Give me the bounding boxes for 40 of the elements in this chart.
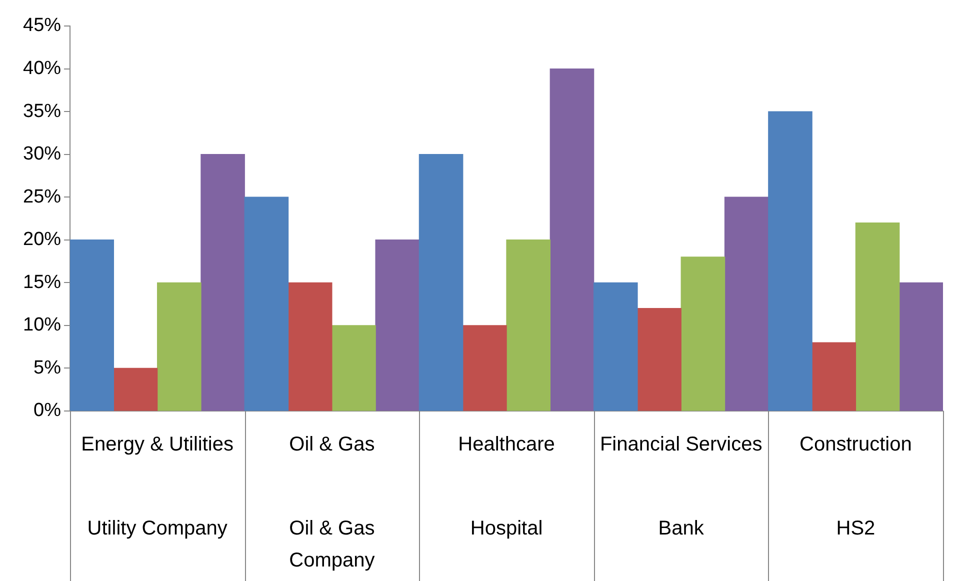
bar <box>812 342 856 411</box>
y-tick-label: 10% <box>22 314 62 336</box>
bar <box>375 240 420 411</box>
text: Utility Company <box>87 518 228 540</box>
text: Bank <box>658 518 705 540</box>
bar <box>855 222 900 411</box>
bar <box>768 111 812 411</box>
y-tick-label: 25% <box>22 186 62 208</box>
y-tick-label: 40% <box>22 58 62 80</box>
x-tick-label: Construction <box>800 434 912 456</box>
bar <box>244 196 289 411</box>
y-tick-label: 15% <box>22 272 62 293</box>
bar <box>462 325 507 411</box>
bar <box>899 282 943 411</box>
x-tick-label: Healthcare <box>458 434 555 456</box>
y-tick-label: 35% <box>22 100 62 122</box>
bar <box>332 325 376 411</box>
bar <box>418 154 464 411</box>
bar <box>680 256 726 411</box>
bar <box>506 240 550 411</box>
text: Oil & Gas Company <box>289 518 375 572</box>
y-tick-label: 45% <box>22 15 62 36</box>
bar <box>550 68 594 411</box>
x-tick-label: Financial Services <box>600 434 762 456</box>
bar <box>637 308 682 411</box>
y-tick-label: 30% <box>22 144 62 165</box>
x-tick-label: Energy & Utilities <box>81 434 234 456</box>
bar <box>593 282 638 411</box>
y-tick-label: 0% <box>34 400 62 422</box>
bar <box>156 282 202 411</box>
x-tick-label: Oil & Gas <box>289 434 375 456</box>
text: Hospital <box>470 518 543 540</box>
text: HS2 <box>836 518 876 540</box>
y-tick-label: 5% <box>34 357 62 378</box>
bar <box>70 240 114 411</box>
bar <box>724 196 769 411</box>
y-tick-label: 20% <box>22 229 62 250</box>
bar <box>200 154 245 411</box>
bar <box>113 368 158 411</box>
bar <box>288 282 332 411</box>
